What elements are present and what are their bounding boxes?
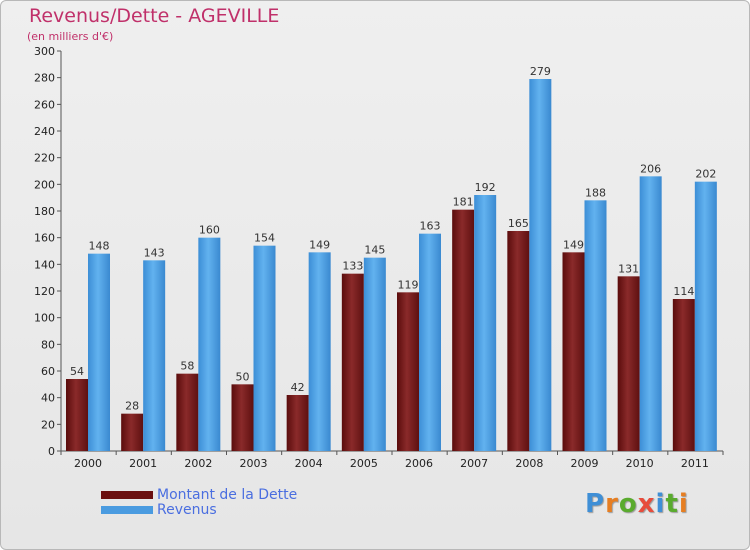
- legend-item-revenus: Revenus: [101, 501, 297, 518]
- data-label-revenus: 188: [585, 186, 606, 199]
- bar-revenus: [419, 233, 441, 451]
- data-label-revenus: 149: [309, 238, 330, 251]
- bar-dette: [121, 413, 144, 451]
- chart-labels: 54 28 58 50 42 133 119 181 165 149 131 114 148 143 160…: [70, 65, 716, 413]
- bar-dette: [397, 292, 419, 451]
- x-tick-label: 2001: [129, 457, 157, 470]
- data-label-revenus: 202: [695, 168, 716, 181]
- bar-revenus: [584, 200, 607, 451]
- y-tick-label: 240: [34, 125, 55, 138]
- data-label-dette: 28: [125, 400, 139, 413]
- data-label-dette: 58: [180, 360, 194, 373]
- chart-subtitle: (en milliers d'€): [27, 30, 114, 43]
- logo-letter: t: [665, 489, 679, 519]
- logo-letter: i: [655, 489, 666, 519]
- x-tick-label: 2011: [681, 457, 709, 470]
- data-label-revenus: 163: [420, 220, 441, 233]
- logo-letter: o: [618, 489, 638, 519]
- bar-dette: [176, 373, 199, 451]
- bar-dette: [231, 384, 254, 451]
- bar-dette: [286, 395, 309, 451]
- data-label-revenus: 145: [364, 244, 385, 257]
- data-label-revenus: 279: [530, 65, 551, 78]
- x-tick-label: 2003: [240, 457, 268, 470]
- logo-letter: x: [637, 489, 656, 519]
- y-tick-label: 300: [34, 45, 55, 58]
- bar-dette: [672, 299, 695, 451]
- data-label-dette: 119: [398, 278, 419, 291]
- data-label-dette: 54: [70, 365, 84, 378]
- legend-label-dette: Montant de la Dette: [157, 486, 298, 503]
- y-tick-label: 180: [34, 205, 55, 218]
- chart-bars: [66, 79, 717, 452]
- bar-revenus: [363, 257, 386, 451]
- bar-revenus: [198, 237, 221, 451]
- y-tick-label: 60: [41, 365, 55, 378]
- x-tick-label: 2010: [626, 457, 654, 470]
- data-label-dette: 114: [673, 285, 694, 298]
- data-label-revenus: 206: [640, 162, 661, 175]
- data-label-dette: 133: [342, 260, 363, 273]
- legend-swatch-dette: [101, 490, 153, 499]
- data-label-revenus: 192: [475, 181, 496, 194]
- data-label-dette: 50: [236, 370, 250, 383]
- bar-revenus: [529, 79, 552, 451]
- y-tick-label: 100: [34, 312, 55, 325]
- bar-revenus: [639, 176, 662, 452]
- data-label-revenus: 154: [254, 232, 275, 245]
- data-label-dette: 149: [563, 238, 584, 251]
- y-tick-label: 140: [34, 258, 55, 271]
- bar-dette: [507, 231, 530, 451]
- data-label-dette: 42: [291, 381, 305, 394]
- data-label-dette: 131: [618, 262, 639, 275]
- y-tick-label: 160: [34, 232, 55, 245]
- chart-title: Revenus/Dette - AGEVILLE: [29, 5, 280, 27]
- bar-dette: [341, 273, 364, 451]
- bar-revenus: [694, 181, 717, 451]
- y-tick-label: 280: [34, 72, 55, 85]
- logo-letter: P: [585, 489, 606, 519]
- legend: Montant de la Dette Revenus: [101, 486, 298, 518]
- y-tick-label: 120: [34, 285, 55, 298]
- y-tick-label: 220: [34, 152, 55, 165]
- legend-item-dette: Montant de la Dette: [101, 486, 298, 503]
- bar-revenus: [253, 245, 276, 451]
- proxiti-logo: Proxiti: [585, 489, 689, 519]
- x-tick-label: 2005: [350, 457, 378, 470]
- legend-label-revenus: Revenus: [157, 501, 217, 518]
- bar-dette: [617, 276, 640, 451]
- bar-revenus: [88, 253, 110, 451]
- x-tick-label: 2006: [405, 457, 433, 470]
- logo-letter: r: [605, 489, 619, 519]
- x-tick-label: 2007: [460, 457, 488, 470]
- x-tick-label: 2000: [74, 457, 102, 470]
- bar-dette: [66, 379, 88, 451]
- data-label-revenus: 148: [89, 240, 110, 253]
- data-label-dette: 181: [453, 196, 474, 209]
- logo-letter: i: [678, 489, 689, 519]
- y-tick-label: 40: [41, 392, 55, 405]
- chart-axes: 0 20 40 60 80 100 120 140 160 180 200 220 240 260 280 3…: [34, 45, 724, 470]
- legend-swatch-revenus: [101, 505, 153, 514]
- data-label-revenus: 160: [199, 224, 220, 237]
- y-tick-label: 80: [41, 338, 55, 351]
- data-label-dette: 165: [508, 217, 529, 230]
- bar-revenus: [474, 195, 497, 451]
- bar-revenus: [308, 252, 331, 451]
- data-label-revenus: 143: [144, 246, 165, 259]
- y-tick-label: 260: [34, 98, 55, 111]
- x-tick-label: 2004: [295, 457, 323, 470]
- bar-dette: [452, 209, 475, 451]
- y-tick-label: 200: [34, 178, 55, 191]
- y-tick-label: 0: [48, 445, 55, 458]
- bar-dette: [562, 252, 585, 451]
- y-tick-label: 20: [41, 418, 55, 431]
- x-tick-label: 2002: [184, 457, 212, 470]
- bar-revenus: [143, 260, 166, 451]
- x-tick-label: 2009: [571, 457, 599, 470]
- x-tick-label: 2008: [515, 457, 543, 470]
